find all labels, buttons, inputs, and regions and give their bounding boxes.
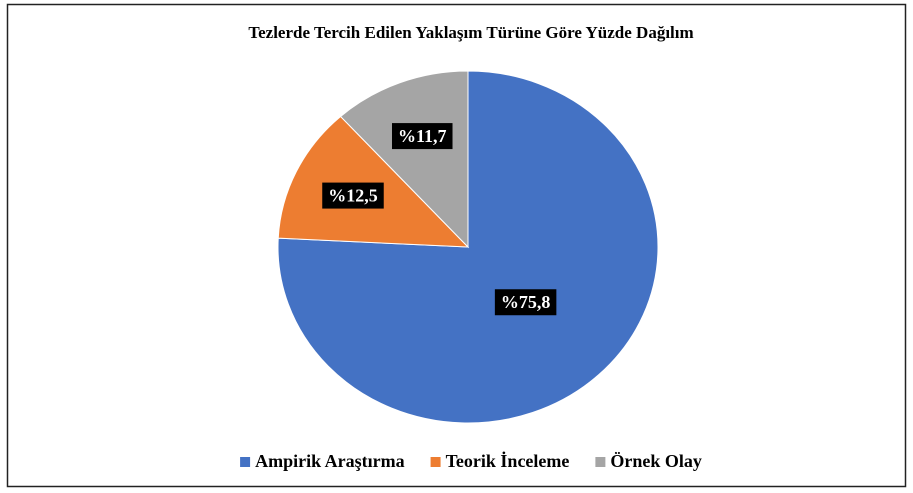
legend-label: Örnek Olay [610, 451, 702, 471]
data-label: %75,8 [494, 289, 557, 316]
data-label-box [391, 123, 453, 150]
data-label-text: %11,7 [398, 126, 447, 146]
legend-swatch [430, 457, 441, 467]
legend-label: Teorik İnceleme [446, 451, 570, 471]
pie-slice [277, 115, 470, 248]
data-label: %11,7 [391, 123, 453, 150]
data-label-text: %12,5 [328, 186, 378, 206]
legend-label: Ampirik Araştırma [255, 451, 404, 471]
data-label-text: %75,8 [501, 292, 551, 312]
chart-title: Tezlerde Tercih Edilen Yaklaşım Türüne G… [248, 23, 693, 42]
legend-swatch [240, 457, 251, 467]
data-label-box [322, 182, 384, 209]
data-label-box [494, 289, 557, 316]
data-label: %12,5 [322, 182, 384, 209]
title-box [160, 20, 782, 48]
pie-slice [339, 70, 469, 249]
legend-swatch [595, 457, 606, 467]
legend: Ampirik Araştırma Teorik İnceleme Örnek Ol… [240, 451, 702, 471]
